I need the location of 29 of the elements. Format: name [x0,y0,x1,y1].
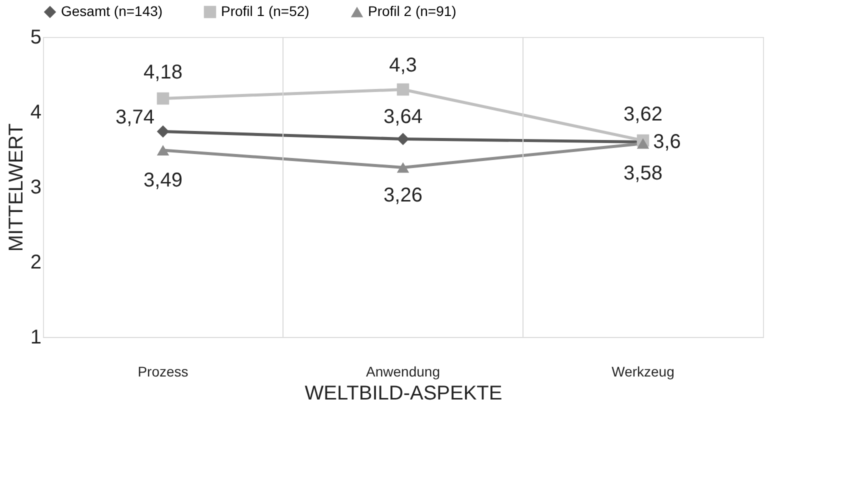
x-tick-label: Werkzeug [612,364,674,380]
x-tick-label: Anwendung [366,364,440,380]
data-label: 3,64 [384,106,422,128]
data-label: 4,3 [389,54,417,76]
data-label: 3,62 [624,104,662,126]
data-label: 3,26 [384,184,422,206]
y-axis-title: MITTELWERT [5,123,28,252]
point [156,125,170,138]
point [156,144,170,156]
y-tick-label: 5 [30,26,42,48]
x-axis-title: WELTBILD-ASPEKTE [304,382,502,404]
point [636,138,650,149]
point [396,162,410,173]
data-label: 3,6 [653,131,681,153]
legend-label: Gesamt (n=143) [61,3,163,19]
y-tick-label: 1 [30,326,42,348]
legend-label: Profil 1 (n=52) [221,3,310,19]
legend-label: Profil 2 (n=91) [368,3,456,19]
x-tick-label: Prozess [138,364,188,380]
y-tick-label: 2 [30,252,42,274]
data-label: 3,74 [116,106,154,128]
y-tick-label: 4 [30,102,42,124]
point [396,132,410,146]
y-tick-label: 3 [30,176,42,198]
data-label: 3,58 [624,162,662,184]
point [396,83,410,96]
data-label: 3,49 [144,169,182,192]
data-label: 4,18 [144,62,182,84]
point [156,92,170,105]
